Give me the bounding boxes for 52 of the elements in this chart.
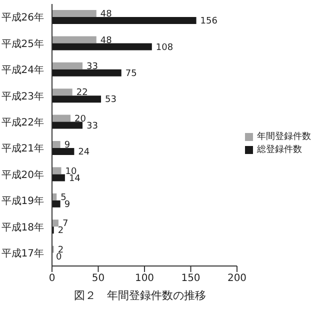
data-label: 2 xyxy=(58,226,64,236)
y-tick-label: 平成26年 xyxy=(1,12,44,24)
bar xyxy=(52,17,196,24)
data-label: 5 xyxy=(60,193,66,203)
x-tick-label: 100 xyxy=(134,273,154,284)
data-label: 53 xyxy=(105,95,116,106)
bar xyxy=(52,200,60,208)
bar xyxy=(52,62,83,70)
data-label: 9 xyxy=(64,140,70,151)
text: 図２ 年間登録件数の推移 xyxy=(73,288,207,303)
data-label: 0 xyxy=(56,252,62,262)
data-label: 33 xyxy=(86,121,98,132)
data-label: 20 xyxy=(74,114,86,124)
data-label: 33 xyxy=(86,62,98,72)
x-tick-label: 200 xyxy=(227,273,247,284)
bar xyxy=(52,174,65,182)
y-tick-label: 平成21年 xyxy=(1,142,44,155)
bar xyxy=(52,10,96,17)
y-tick-label: 平成24年 xyxy=(1,64,44,76)
y-tick-label: 平成19年 xyxy=(1,195,44,208)
data-label: 7 xyxy=(62,219,68,230)
data-label: 22 xyxy=(76,88,88,98)
data-label: 48 xyxy=(100,36,112,46)
data-label: 9 xyxy=(64,200,70,210)
bar xyxy=(52,43,152,50)
bar xyxy=(52,36,96,44)
y-tick-label: 平成22年 xyxy=(1,116,44,128)
data-label: 156 xyxy=(200,16,218,27)
bar xyxy=(52,122,83,129)
data-label: 48 xyxy=(100,10,112,20)
bar xyxy=(52,141,60,148)
y-tick-label: 平成20年 xyxy=(1,168,44,181)
x-tick-label: 50 xyxy=(92,273,105,284)
data-label: 75 xyxy=(125,69,137,79)
bar xyxy=(52,114,70,122)
x-tick-label: 0 xyxy=(48,273,56,284)
bar xyxy=(52,167,62,174)
legend-label: 総登録件数 xyxy=(257,145,302,155)
data-label: 108 xyxy=(156,42,174,53)
data-label: 24 xyxy=(78,148,90,158)
y-tick-label: 平成25年 xyxy=(1,38,44,50)
y-tick-label: 平成23年 xyxy=(1,90,44,102)
bar xyxy=(52,220,58,227)
x-tick-label: 150 xyxy=(181,273,200,284)
legend-label: 年間登録件数 xyxy=(257,132,311,142)
bar xyxy=(52,96,102,103)
bar xyxy=(52,69,122,76)
y-tick-label: 平成17年 xyxy=(1,247,44,260)
bar xyxy=(52,148,74,155)
data-label: 14 xyxy=(68,174,81,184)
y-tick-label: 平成18年 xyxy=(1,221,44,234)
bar xyxy=(52,88,72,96)
